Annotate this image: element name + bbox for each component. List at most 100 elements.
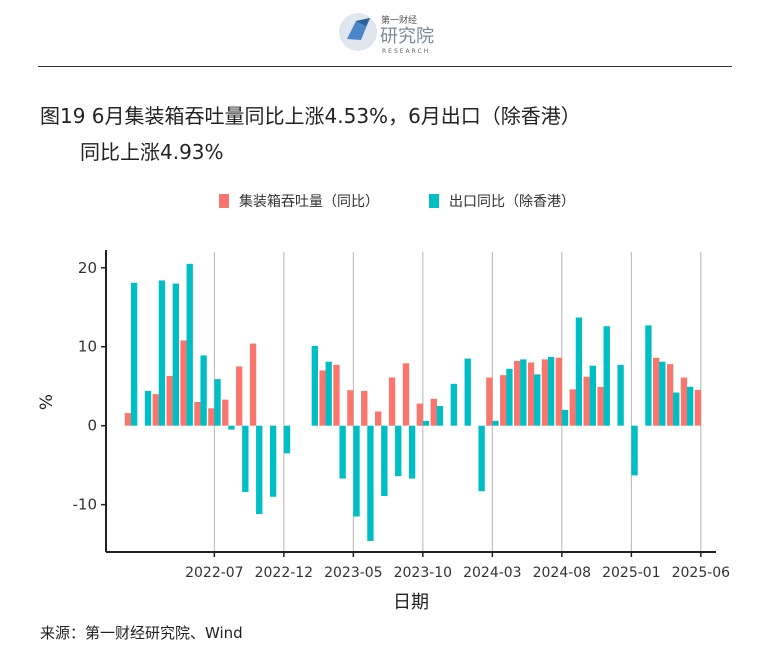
bar-series-2 xyxy=(464,358,471,426)
bar-series-2 xyxy=(311,345,318,426)
bar-series-1 xyxy=(388,377,396,426)
bar-series-1 xyxy=(333,364,340,426)
bar-series-1 xyxy=(694,389,702,426)
bar-chart: 集装箱吞吐量（同比） 出口同比（除香港） -10 0 10 20 2022-07 2022-… xyxy=(37,193,731,613)
bar-series-1 xyxy=(653,357,660,426)
bar-series-2 xyxy=(325,361,332,426)
bar-series-2 xyxy=(186,263,193,426)
bar-series-2 xyxy=(214,379,221,426)
bar-series-2 xyxy=(158,280,166,426)
bar-series-2 xyxy=(589,365,596,426)
legend-swatch-2 xyxy=(429,194,439,208)
bar-series-2 xyxy=(686,386,694,426)
bar-series-2 xyxy=(200,355,207,426)
bar-series-2 xyxy=(422,420,430,426)
bar-series-1 xyxy=(541,359,549,426)
bar-series-1 xyxy=(555,357,563,426)
bar-series-1 xyxy=(514,360,521,426)
bar-series-2 xyxy=(450,383,457,426)
x-tick-label: 2023-10 xyxy=(394,565,453,581)
bar-series-1 xyxy=(249,343,257,426)
bar-series-2 xyxy=(520,359,527,426)
legend-label-2: 出口同比（除香港） xyxy=(449,194,575,210)
bar-series-1 xyxy=(583,376,590,426)
bar-series-2 xyxy=(339,425,346,479)
chart-axes: -10 0 10 20 2022-07 2022-12 2023-05 2023-10 2024… xyxy=(73,250,731,581)
bar-series-2 xyxy=(283,425,291,454)
bar-series-1 xyxy=(236,366,243,426)
research-logo: 第一财经 研究院 RESEARCH xyxy=(339,13,434,55)
bar-series-1 xyxy=(430,398,437,426)
y-tick-label: 0 xyxy=(87,417,97,435)
bar-series-2 xyxy=(617,364,624,426)
bar-series-1 xyxy=(375,411,382,426)
bar-series-1 xyxy=(222,399,229,426)
bar-series-1 xyxy=(416,403,424,426)
bar-series-2 xyxy=(408,425,416,479)
bar-series-2 xyxy=(353,425,360,517)
bar-series-1 xyxy=(208,408,215,426)
bar-series-1 xyxy=(486,377,493,426)
logo-emblem-icon xyxy=(339,13,377,51)
bar-series-2 xyxy=(367,425,374,541)
bar-series-2 xyxy=(381,425,388,496)
chart-legend: 集装箱吞吐量（同比） 出口同比（除香港） xyxy=(219,193,575,210)
bar-series-2 xyxy=(603,326,610,426)
bar-series-1 xyxy=(180,340,187,426)
bar-series-2 xyxy=(492,420,499,426)
bar-series-2 xyxy=(172,283,179,426)
x-tick-label: 2022-12 xyxy=(255,565,314,581)
bar-series-2 xyxy=(547,357,555,426)
source-note: 来源：第一财经研究院、Wind xyxy=(40,624,243,642)
chart-title-line-2: 同比上涨4.93% xyxy=(80,140,224,164)
chart-title-line-1: 图19 6月集装箱吞吐量同比上涨4.53%，6月出口（除香港） xyxy=(40,104,581,128)
bar-series-1 xyxy=(569,389,576,426)
bar-series-1 xyxy=(527,362,535,426)
y-tick-label: -10 xyxy=(73,496,98,514)
x-tick-label: 2025-01 xyxy=(602,565,661,581)
bar-series-2 xyxy=(506,368,513,426)
bar-series-1 xyxy=(361,390,368,426)
logo-cn-text: 第一财经 xyxy=(381,14,417,26)
bar-series-1 xyxy=(666,364,674,426)
legend-swatch-1 xyxy=(219,194,229,208)
x-tick-label: 2025-06 xyxy=(672,565,731,581)
bar-series-2 xyxy=(256,425,263,515)
bar-series-1 xyxy=(124,413,132,426)
x-tick-label: 2024-08 xyxy=(533,565,592,581)
logo-en-text: RESEARCH xyxy=(382,48,430,55)
bar-series-2 xyxy=(242,425,249,492)
x-tick-label: 2022-07 xyxy=(185,565,244,581)
bar-series-1 xyxy=(402,363,410,426)
bar-series-2 xyxy=(561,409,569,426)
bar-series-1 xyxy=(347,390,354,426)
y-tick-label: 10 xyxy=(78,338,97,356)
logo-main-text: 研究院 xyxy=(380,26,434,47)
x-tick-label: 2024-03 xyxy=(463,565,522,581)
bar-series-1 xyxy=(500,375,507,426)
x-axis-label: 日期 xyxy=(393,592,429,613)
bar-series-2 xyxy=(144,390,152,426)
bar-series-1 xyxy=(194,402,201,426)
bar-series-1 xyxy=(680,377,688,426)
bar-series-2 xyxy=(631,425,638,476)
legend-label-1: 集装箱吞吐量（同比） xyxy=(239,193,379,210)
bar-series-1 xyxy=(319,370,326,426)
header-divider xyxy=(38,66,732,67)
x-tick-label: 2023-05 xyxy=(324,565,383,581)
chart-bars xyxy=(124,263,702,541)
bar-series-2 xyxy=(478,425,485,492)
bar-series-2 xyxy=(395,425,402,477)
y-axis-label: % xyxy=(37,394,57,410)
bar-series-2 xyxy=(673,392,680,426)
bar-series-2 xyxy=(130,282,138,426)
bar-series-2 xyxy=(659,361,666,426)
bar-series-1 xyxy=(166,375,173,426)
bar-series-2 xyxy=(575,317,583,426)
bar-series-2 xyxy=(269,425,277,497)
chart-gridlines xyxy=(213,252,702,552)
y-tick-label: 20 xyxy=(78,259,97,277)
bar-series-2 xyxy=(228,425,235,430)
bar-series-1 xyxy=(152,394,159,426)
bar-series-2 xyxy=(534,374,541,426)
